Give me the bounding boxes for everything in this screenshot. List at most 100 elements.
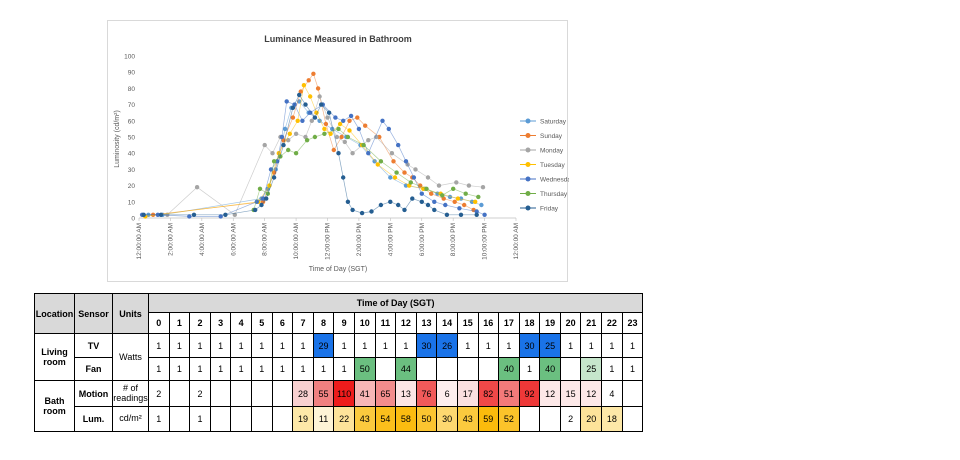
data-point (366, 151, 371, 156)
data-point (260, 196, 266, 201)
data-point (378, 202, 384, 208)
value-cell (271, 406, 294, 432)
location-cell: Bath room (34, 380, 75, 432)
value-cell (518, 406, 541, 432)
data-point (356, 126, 362, 132)
value-cell: 1 (518, 357, 541, 381)
legend-marker (525, 176, 531, 182)
value-cell: 26 (436, 333, 458, 358)
series-thursday (251, 126, 481, 213)
data-point (336, 151, 341, 156)
data-point (441, 196, 446, 201)
data-point (403, 159, 409, 164)
x-tick-label: 12:00:00 AM (136, 223, 143, 260)
legend-entry: Tuesday (540, 162, 565, 169)
y-tick-label: 70 (128, 102, 136, 109)
value-cell: 28 (292, 380, 314, 407)
data-point (413, 167, 418, 172)
data-point (424, 186, 429, 191)
data-point (479, 202, 484, 208)
value-cell: 1 (148, 333, 170, 358)
y-tick-label: 100 (124, 54, 135, 61)
data-point (264, 196, 269, 201)
data-point (463, 191, 468, 196)
data-point (419, 191, 424, 196)
hour-header: 17 (498, 312, 520, 334)
hour-header: 18 (518, 312, 541, 334)
data-point (378, 159, 384, 164)
y-tick-label: 30 (128, 167, 136, 174)
data-point (375, 162, 380, 167)
data-point (223, 212, 228, 217)
data-point (455, 196, 461, 201)
data-point (336, 126, 341, 132)
legend-marker (525, 133, 531, 138)
x-tick-label: 2:00:00 PM (356, 223, 363, 256)
value-cell (250, 406, 273, 432)
hour-header: 11 (374, 312, 397, 334)
data-point (451, 186, 456, 191)
chart-container: Luminance Measured in Bathroom 0 10 20 30 40… (107, 20, 569, 282)
units-header: Units (112, 293, 149, 334)
data-point (334, 134, 340, 140)
value-cell: 1 (333, 357, 355, 381)
value-cell: 1 (250, 357, 273, 381)
sensor-cell: Lum. (74, 406, 113, 432)
value-cell: 4 (601, 380, 623, 407)
data-point (326, 110, 332, 115)
series-wednesday (139, 99, 487, 219)
value-cell: 82 (477, 380, 500, 407)
legend-marker (525, 191, 531, 196)
data-point (341, 118, 346, 124)
value-cell: 1 (209, 357, 232, 381)
value-cell: 40 (498, 357, 520, 381)
data-point (458, 212, 464, 217)
y-tick-label: 10 (128, 199, 136, 206)
data-point (440, 193, 445, 198)
data-point (411, 175, 417, 180)
table-row: Lum. cd/m² 1 1 19 11 22 43 54 58 50 30 43 59 52 2 20 18 (35, 406, 644, 432)
data-point (312, 115, 318, 120)
data-point (286, 147, 291, 153)
data-point (392, 175, 398, 180)
data-point (429, 191, 434, 196)
value-cell (539, 406, 561, 432)
hour-header: 1 (168, 312, 191, 334)
value-cell: 76 (415, 380, 438, 407)
data-point (474, 209, 479, 214)
data-point (279, 134, 285, 140)
data-point (482, 212, 487, 217)
sensor-data-table: Location Sensor Units Time of Day (SGT) … (34, 293, 644, 432)
table-row: Fan 1 1 1 1 1 1 1 1 1 1 50 44 40 1 40 25 1 1 (35, 357, 644, 381)
data-point (474, 212, 479, 217)
data-point (432, 199, 437, 204)
data-point (480, 185, 486, 190)
value-cell: 1 (292, 333, 314, 358)
hour-header: 12 (395, 312, 417, 334)
data-point (425, 175, 431, 180)
value-cell: 30 (518, 333, 541, 358)
value-cell: 55 (312, 380, 335, 407)
y-axis-label: Luminosity (cd/m²) (114, 110, 121, 168)
data-point (290, 105, 296, 111)
value-cell: 58 (395, 406, 417, 432)
legend-marker (525, 162, 531, 167)
value-cell: 92 (518, 380, 541, 407)
value-cell: 1 (374, 333, 397, 358)
data-point (394, 170, 399, 175)
value-cell: 1 (250, 333, 273, 358)
value-cell: 40 (539, 357, 561, 381)
value-cell: 52 (498, 406, 520, 432)
data-point (187, 214, 192, 219)
hour-header: 0 (148, 312, 170, 334)
value-cell: 17 (456, 380, 479, 407)
data-point (293, 151, 299, 156)
value-cell: 29 (312, 333, 335, 358)
data-point (284, 99, 289, 104)
y-tick-label: 60 (128, 118, 136, 125)
data-point (257, 186, 263, 191)
data-point (262, 142, 267, 148)
value-cell (374, 357, 397, 381)
data-point (466, 183, 472, 188)
data-point (271, 159, 277, 164)
